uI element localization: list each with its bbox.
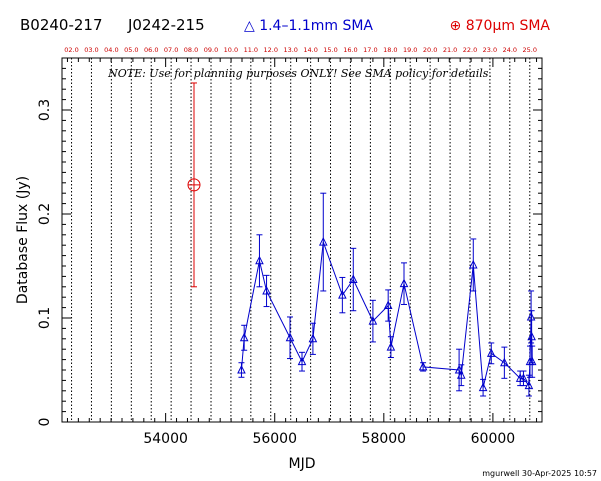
top-axis-label: 15.0 [323, 46, 337, 54]
top-axis-label: 22.0 [463, 46, 477, 54]
top-axis-label: 16.0 [343, 46, 357, 54]
data-point [527, 356, 537, 366]
y-tick-label: 0.3 [37, 99, 53, 121]
footer-stamp: mgurwell 30-Apr-2025 10:57 [482, 469, 597, 478]
top-axis-label: 11.0 [244, 46, 258, 54]
data-point [368, 316, 378, 325]
x-axis-label: MJD [289, 456, 316, 472]
planning-note: NOTE: Use for planning purposes ONLY! Se… [107, 67, 492, 80]
data-point [527, 331, 536, 341]
legend-1mm: △ 1.4–1.1mm SMA [244, 18, 373, 34]
top-axis-label: 24.0 [503, 46, 517, 54]
data-point [297, 356, 307, 366]
plot-frame [61, 57, 543, 423]
data-point [500, 357, 509, 367]
top-axis-label: 06.0 [144, 46, 158, 54]
y-tick-label: 0.1 [37, 307, 53, 329]
x-tick-label: 58000 [362, 431, 407, 447]
y-axis-label: Database Flux (Jy) [15, 176, 31, 304]
top-axis-label: 09.0 [204, 46, 218, 54]
data-point [418, 361, 428, 371]
data-point [519, 373, 528, 382]
data-point [478, 382, 488, 392]
top-axis-label: 07.0 [164, 46, 178, 54]
top-axis-label: 04.0 [104, 46, 118, 54]
data-point [386, 342, 396, 351]
data-point [383, 300, 393, 310]
top-axis-label: 13.0 [283, 46, 297, 54]
top-axis-label: 21.0 [443, 46, 457, 54]
data-point [255, 255, 264, 265]
top-axis-label: 25.0 [523, 46, 537, 54]
top-axis-label: 14.0 [303, 46, 317, 54]
top-axis-year-labels: 02.0 03.0 04.0 05.0 06.0 07.0 08.0 09.0 10.0 11.0… [64, 46, 537, 54]
data-point [468, 259, 478, 269]
top-axis-label: 03.0 [84, 46, 98, 54]
x-tick-label: 56000 [252, 431, 297, 447]
source-name-primary: B0240-217 [20, 16, 103, 34]
top-axis-label: 10.0 [224, 46, 238, 54]
x-tick-label: 54000 [143, 431, 188, 447]
y-tick-label: 0 [37, 418, 53, 427]
data-point [237, 364, 246, 374]
data-point [318, 236, 328, 246]
top-axis-label: 19.0 [403, 46, 417, 54]
legend-870um: ⊕ 870μm SMA [450, 18, 551, 34]
x-tick-label: 60000 [471, 431, 516, 447]
top-axis-label: 20.0 [423, 46, 437, 54]
axes: 54000 56000 58000 60000 0 0.1 0.2 0.3 [37, 58, 542, 447]
data-series [187, 82, 537, 397]
top-axis-label: 17.0 [363, 46, 377, 54]
source-name-alternate: J0242-215 [127, 16, 205, 34]
data-point [456, 370, 466, 379]
data-point [262, 285, 271, 295]
series-line [240, 241, 533, 388]
data-point [348, 274, 358, 284]
data-point [285, 332, 295, 342]
y-tick-label: 0.2 [37, 203, 53, 225]
data-point [338, 290, 347, 299]
top-axis-label: 23.0 [483, 46, 497, 54]
top-axis-label: 02.0 [64, 46, 78, 54]
data-point [526, 311, 536, 321]
data-point [399, 278, 409, 288]
top-axis-label: 08.0 [184, 46, 198, 54]
data-point [239, 332, 249, 342]
data-point [308, 333, 318, 343]
top-axis-label: 05.0 [124, 46, 138, 54]
year-gridlines [71, 58, 531, 422]
data-point [524, 380, 534, 390]
top-axis-label: 18.0 [383, 46, 397, 54]
data-point [486, 348, 496, 357]
top-axis-label: 12.0 [264, 46, 278, 54]
